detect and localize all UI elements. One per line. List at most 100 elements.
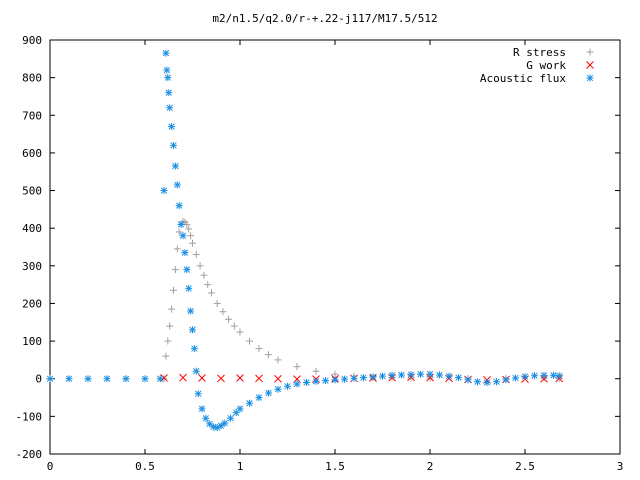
data-point bbox=[185, 284, 193, 292]
data-point bbox=[65, 375, 73, 383]
data-point bbox=[181, 249, 189, 257]
y-tick-label: 900 bbox=[22, 34, 42, 47]
x-tick-label: 1.5 bbox=[325, 460, 345, 473]
data-point bbox=[464, 376, 472, 384]
data-point bbox=[512, 374, 519, 382]
data-point bbox=[168, 123, 176, 131]
data-point bbox=[417, 370, 424, 378]
legend-label: G work bbox=[526, 59, 566, 72]
data-point bbox=[445, 372, 453, 380]
data-point bbox=[204, 281, 212, 289]
data-point bbox=[388, 371, 396, 379]
data-point bbox=[168, 305, 176, 313]
data-point bbox=[156, 375, 164, 383]
data-point bbox=[141, 375, 149, 383]
data-point bbox=[322, 377, 329, 385]
data-point bbox=[230, 322, 238, 330]
data-point bbox=[196, 262, 204, 270]
x-axis: 0 0.5 1 1.5 2 2.5 3 bbox=[47, 40, 624, 473]
data-point bbox=[312, 377, 320, 385]
data-point bbox=[293, 363, 301, 371]
data-point bbox=[192, 367, 200, 375]
data-point bbox=[166, 104, 174, 112]
data-point bbox=[187, 307, 195, 315]
data-point bbox=[179, 232, 187, 240]
data-point bbox=[407, 371, 415, 379]
data-point bbox=[177, 220, 185, 228]
data-point bbox=[360, 374, 367, 382]
data-point bbox=[200, 271, 208, 279]
data-point bbox=[175, 228, 183, 236]
y-tick-label: 100 bbox=[22, 335, 42, 348]
data-point bbox=[246, 399, 253, 407]
data-point bbox=[163, 66, 171, 74]
x-tick-label: 2 bbox=[427, 460, 434, 473]
data-point bbox=[369, 373, 377, 381]
x-tick-label: 2.5 bbox=[515, 460, 535, 473]
data-point bbox=[502, 376, 510, 384]
chart-title: m2/n1.5/q2.0/r-+.22-j117/M17.5/512 bbox=[212, 12, 437, 25]
data-point bbox=[227, 414, 234, 422]
data-point bbox=[379, 372, 386, 380]
data-point bbox=[190, 345, 198, 353]
data-point bbox=[493, 378, 500, 386]
data-point bbox=[236, 405, 244, 413]
data-point bbox=[255, 394, 263, 402]
plot-area bbox=[46, 49, 564, 432]
data-point bbox=[293, 380, 301, 388]
data-point bbox=[232, 409, 240, 417]
data-point bbox=[187, 232, 195, 240]
y-tick-label: 200 bbox=[22, 297, 42, 310]
data-point bbox=[236, 374, 244, 382]
data-point bbox=[170, 141, 177, 149]
data-point bbox=[274, 374, 282, 383]
data-point bbox=[173, 181, 181, 189]
data-point bbox=[162, 49, 170, 57]
data-point bbox=[46, 375, 54, 383]
series-0 bbox=[46, 217, 563, 383]
x-tick-label: 0.5 bbox=[135, 460, 155, 473]
data-point bbox=[183, 266, 191, 274]
data-point bbox=[166, 322, 174, 330]
y-tick-label: 600 bbox=[22, 147, 42, 160]
data-point bbox=[202, 414, 210, 422]
data-point bbox=[474, 378, 481, 386]
data-point bbox=[455, 374, 462, 382]
data-point bbox=[194, 390, 202, 398]
data-point bbox=[555, 372, 563, 380]
plot-frame bbox=[49, 39, 621, 455]
data-point bbox=[122, 375, 130, 383]
data-point bbox=[274, 385, 282, 393]
data-point bbox=[175, 202, 183, 210]
data-point bbox=[426, 370, 434, 378]
data-point bbox=[246, 337, 253, 345]
data-point bbox=[171, 266, 179, 274]
data-point bbox=[341, 375, 348, 383]
data-point bbox=[206, 420, 214, 428]
data-point bbox=[213, 299, 221, 307]
data-point bbox=[274, 356, 282, 364]
data-point bbox=[170, 286, 177, 294]
data-point bbox=[164, 74, 172, 82]
series-2 bbox=[46, 49, 563, 432]
data-point bbox=[185, 225, 193, 233]
y-tick-label: 300 bbox=[22, 260, 42, 273]
data-point bbox=[164, 337, 172, 345]
data-point bbox=[236, 328, 244, 336]
data-point bbox=[303, 378, 310, 386]
data-point bbox=[436, 371, 443, 379]
data-point bbox=[173, 245, 181, 253]
data-point bbox=[217, 422, 225, 430]
data-point bbox=[179, 373, 187, 382]
y-tick-label: 800 bbox=[22, 72, 42, 85]
y-tick-label: -200 bbox=[16, 448, 43, 461]
data-point bbox=[189, 326, 196, 334]
y-tick-label: 500 bbox=[22, 185, 42, 198]
x-tick-label: 3 bbox=[617, 460, 624, 473]
data-point bbox=[265, 351, 272, 359]
y-axis: -200 -100 0 100 200 300 400 500 600 700 800 900 bbox=[16, 34, 620, 461]
data-point bbox=[284, 382, 291, 390]
data-point bbox=[255, 345, 263, 353]
